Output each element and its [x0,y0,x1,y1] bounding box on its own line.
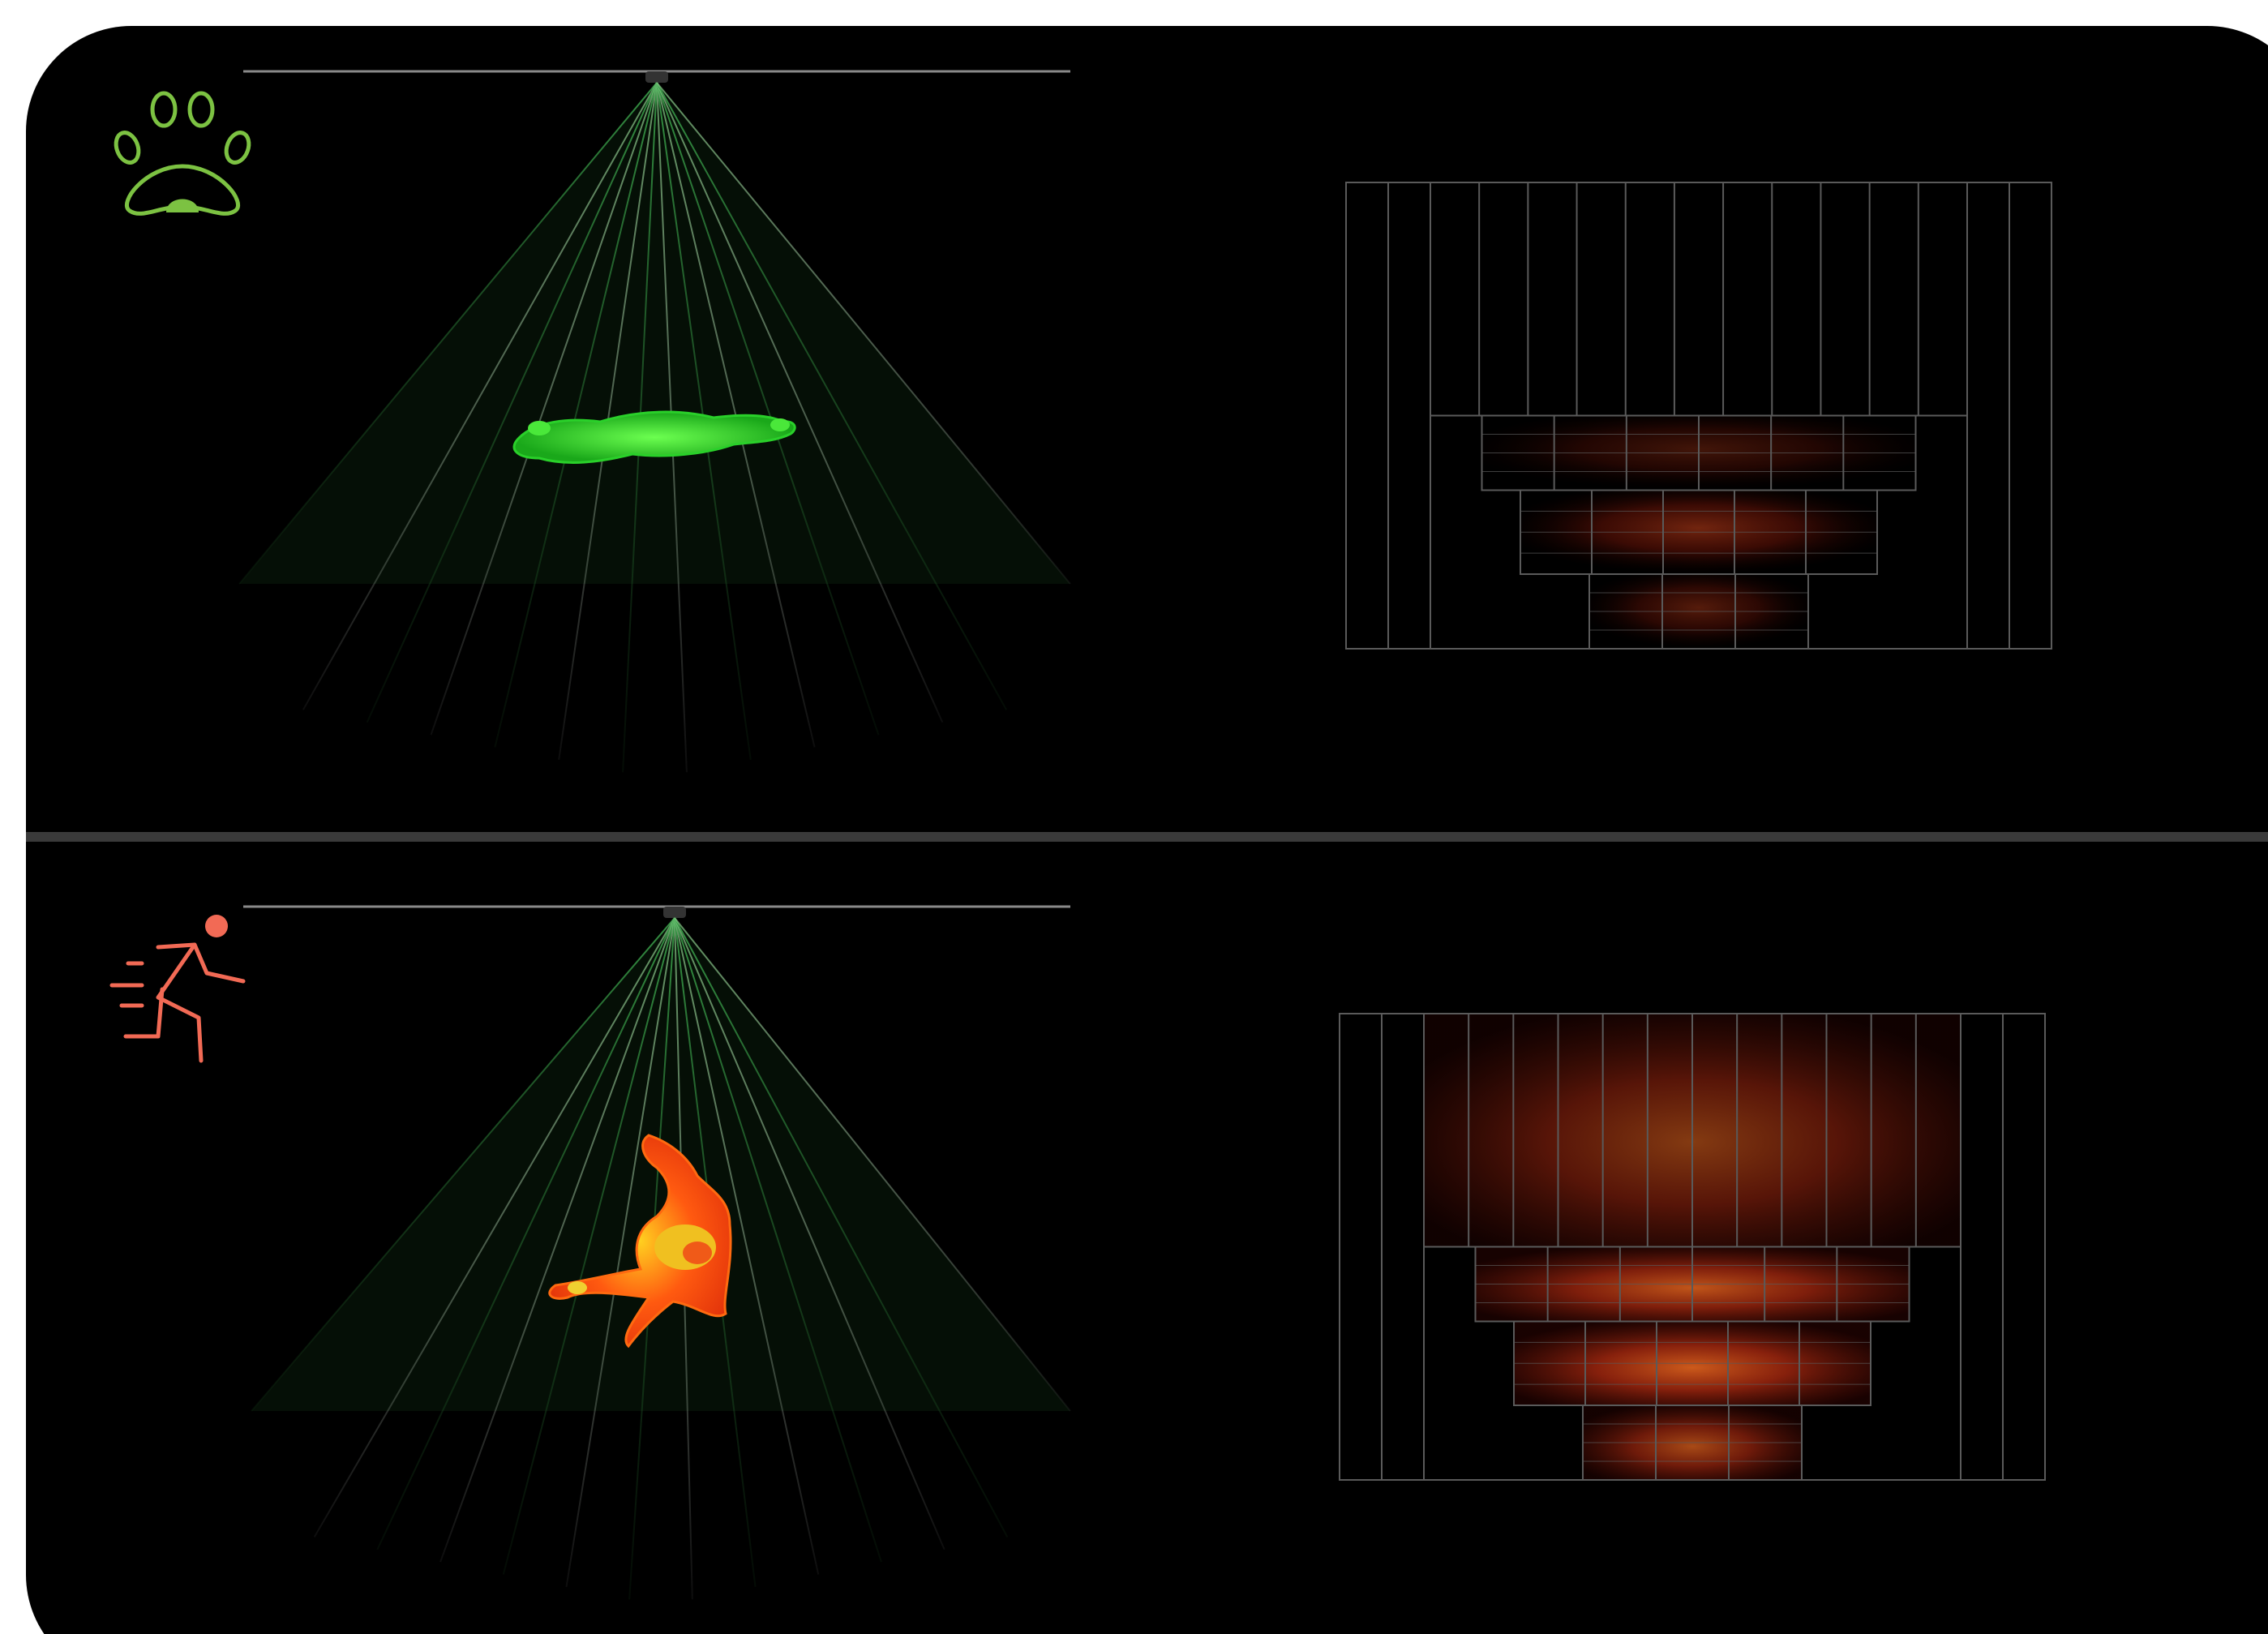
beam-ray [313,917,675,1538]
beam-ray [251,917,675,1412]
beam-ray [656,82,944,723]
beam-ray [656,82,880,736]
beam-ray [656,82,1008,710]
heatmap-grid [1345,182,2052,650]
beam-ray [674,917,820,1575]
beam-ray [238,82,658,585]
sensor-device [645,71,668,83]
beam-cone [239,83,1070,584]
panel-divider [26,832,2268,842]
beam-ray [656,82,1071,585]
beam-ray [302,82,658,710]
panel-pet [114,70,2052,773]
running-person-icon [109,915,246,1063]
beam-ray [366,82,658,723]
beam-ray [502,917,675,1575]
beam-ray [439,917,675,1563]
beam-ray [494,82,658,748]
pet-silhouette [512,410,796,464]
person-silhouette [548,1134,732,1349]
panel-person [109,905,2046,1600]
heatmap-grid [1339,1013,2046,1481]
beam-ray [674,917,945,1550]
beam-ray [376,917,675,1550]
beam-ray [674,917,1009,1538]
beam-ray [674,917,882,1563]
beam-ray [430,82,658,736]
paw-print-icon [114,91,251,216]
sensor-device [663,907,686,918]
beam-ray [565,917,675,1588]
beam-ray [674,917,1071,1412]
